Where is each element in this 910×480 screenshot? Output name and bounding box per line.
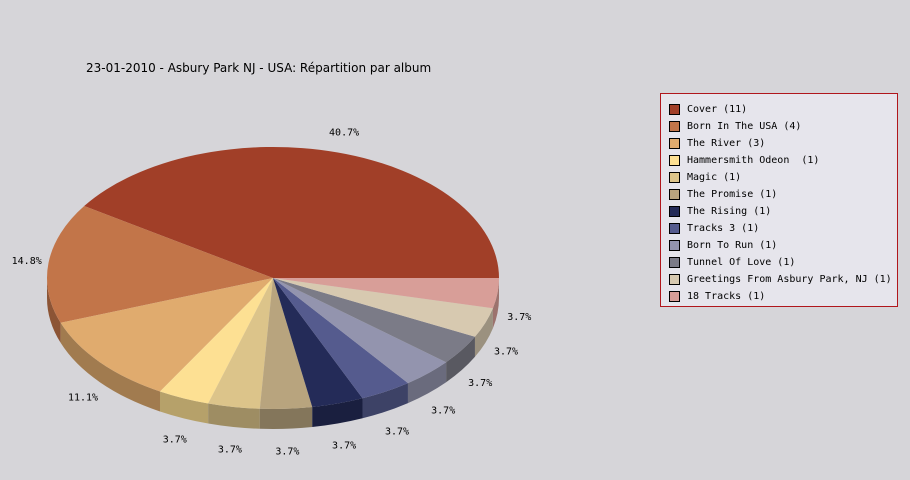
legend-item-the-rising: The Rising (1) <box>669 203 897 220</box>
legend-item-born-to-run: Born To Run (1) <box>669 237 897 254</box>
pie-label-magic: 3.7% <box>218 445 242 456</box>
legend-label: 18 Tracks (1) <box>687 291 766 302</box>
legend-swatch <box>669 206 680 217</box>
pie-side-born-in-the-usa <box>47 278 61 343</box>
pie-side-the-promise <box>259 407 313 430</box>
legend-item-the-promise: The Promise (1) <box>669 186 897 203</box>
legend-swatch <box>669 291 680 302</box>
pie-labels: 40.7% 14.8% 11.1% 3.7% 3.7% 3.7% 3.7% 3.7% 3.7% 3… <box>12 127 532 457</box>
legend-swatch <box>669 104 680 115</box>
pie-side-hammersmith-odeon <box>160 391 209 424</box>
pie-slice-hammersmith-odeon <box>160 278 273 404</box>
legend-item-hammersmith-odeon: Hammersmith Odeon (1) <box>669 152 897 169</box>
pie-label-cover: 40.7% <box>329 127 359 138</box>
pie-slice-magic <box>208 278 273 409</box>
legend-label: Hammersmith Odeon (1) <box>687 155 820 166</box>
legend-label: Magic (1) <box>687 172 742 183</box>
legend-swatch <box>669 223 680 234</box>
pie-slice-the-river <box>60 278 273 392</box>
pie-side-born-to-run <box>407 362 447 404</box>
pie-label-born-in-the-usa: 14.8% <box>12 256 42 267</box>
legend-label: The Rising (1) <box>687 206 772 217</box>
chart-title: 23-01-2010 - Asbury Park NJ - USA: Répar… <box>86 61 432 75</box>
pie-label-the-rising: 3.7% <box>332 441 356 452</box>
legend-label: The River (3) <box>687 138 766 149</box>
legend-label: Tunnel Of Love (1) <box>687 257 796 268</box>
legend-label: Born To Run (1) <box>687 240 778 251</box>
pie-sides <box>47 278 499 430</box>
pie-slice-cover <box>84 147 500 278</box>
pie-side-magic <box>208 403 260 429</box>
legend-item-cover: Cover (11) <box>669 101 897 118</box>
pie-label-tracks-3: 3.7% <box>385 427 409 438</box>
pie-slice-greetings-from-asbury-park-nj <box>273 278 493 337</box>
pie-slice-the-promise <box>259 278 313 409</box>
legend-item-tracks-3: Tracks 3 (1) <box>669 220 897 237</box>
legend-swatch <box>669 138 680 149</box>
legend-item-greetings-from-asbury-park-nj: Greetings From Asbury Park, NJ (1) <box>669 271 897 288</box>
pie-side-the-river <box>60 322 160 412</box>
pie-slice-tunnel-of-love <box>273 278 475 363</box>
legend-label: Cover (11) <box>687 104 748 115</box>
pie-slice-tracks-3 <box>273 278 408 399</box>
pie-side-18-tracks <box>492 278 499 329</box>
pie-side-greetings-from-asbury-park-nj <box>474 308 493 357</box>
legend-label: Greetings From Asbury Park, NJ (1) <box>687 274 892 285</box>
pie-label-the-river: 11.1% <box>68 392 98 403</box>
legend-item-magic: Magic (1) <box>669 169 897 186</box>
pie-label-born-to-run: 3.7% <box>431 405 455 416</box>
legend: Cover (11) Born In The USA (4) The River (… <box>660 93 898 307</box>
legend-label: Born In The USA (4) <box>687 121 802 132</box>
legend-swatch <box>669 172 680 183</box>
pie-side-tracks-3 <box>362 383 408 419</box>
legend-item-18-tracks: 18 Tracks (1) <box>669 288 897 305</box>
legend-swatch <box>669 274 680 285</box>
legend-swatch <box>669 189 680 200</box>
pie-tops <box>47 147 500 409</box>
pie-slice-the-rising <box>273 278 363 408</box>
pie-label-18-tracks: 3.7% <box>507 312 531 323</box>
pie-label-greetings-from-asbury-park-nj: 3.7% <box>494 346 518 357</box>
legend-swatch <box>669 240 680 251</box>
legend-swatch <box>669 155 680 166</box>
legend-item-born-in-the-usa: Born In The USA (4) <box>669 118 897 135</box>
legend-swatch <box>669 121 680 132</box>
legend-label: Tracks 3 (1) <box>687 223 760 234</box>
legend-item-tunnel-of-love: Tunnel Of Love (1) <box>669 254 897 271</box>
pie-slice-born-in-the-usa <box>47 206 273 323</box>
legend-swatch <box>669 257 680 268</box>
pie-label-the-promise: 3.7% <box>275 447 299 458</box>
legend-item-the-river: The River (3) <box>669 135 897 152</box>
pie-slice-18-tracks <box>273 278 499 309</box>
pie-slice-born-to-run <box>273 278 447 384</box>
pie-label-hammersmith-odeon: 3.7% <box>163 435 187 446</box>
legend-label: The Promise (1) <box>687 189 778 200</box>
pie-side-the-rising <box>312 398 363 428</box>
pie-side-tunnel-of-love <box>446 336 475 383</box>
pie-label-tunnel-of-love: 3.7% <box>468 378 492 389</box>
legend-items: Cover (11) Born In The USA (4) The River (… <box>669 101 897 305</box>
